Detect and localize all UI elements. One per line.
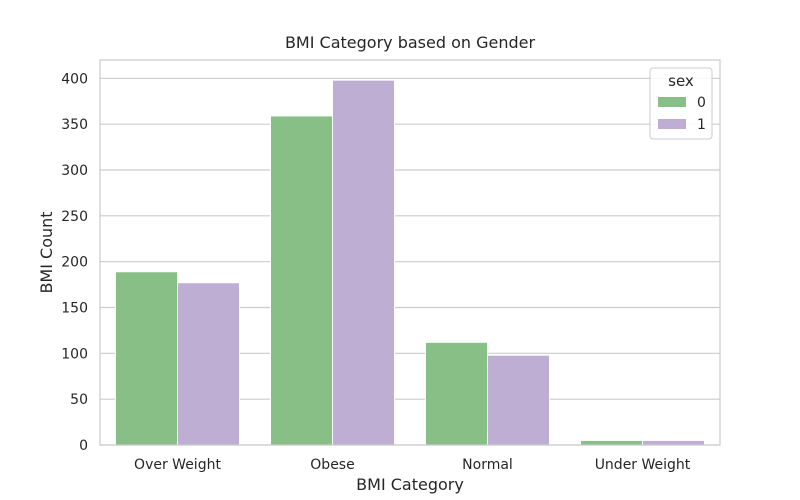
chart-title: BMI Category based on Gender xyxy=(285,33,536,52)
x-tick-label: Normal xyxy=(462,457,513,473)
y-tick-label: 150 xyxy=(61,301,88,317)
y-tick-label: 400 xyxy=(61,71,88,87)
legend-title: sex xyxy=(668,72,694,90)
y-tick-label: 200 xyxy=(61,255,88,271)
legend-label-0: 0 xyxy=(697,95,706,111)
x-tick-label: Over Weight xyxy=(134,457,221,473)
bar-normal-sex-1 xyxy=(487,354,550,446)
y-tick-label: 300 xyxy=(61,163,88,179)
x-tick-label: Obese xyxy=(310,457,354,473)
x-tick-label: Under Weight xyxy=(595,457,691,473)
y-tick-label: 250 xyxy=(61,209,88,225)
legend-swatch-0 xyxy=(658,97,686,107)
legend-swatch-1 xyxy=(658,119,686,129)
legend: sex 0 1 xyxy=(649,67,713,140)
plot-frame xyxy=(99,59,721,446)
y-tick-label: 350 xyxy=(61,117,88,133)
x-tick-labels: Over Weight Obese Normal Under Weight xyxy=(134,457,691,473)
bar-over-weight-sex-1 xyxy=(177,282,240,446)
y-tick-labels: 0 50 100 150 200 250 300 350 400 xyxy=(61,71,88,454)
bar-under-weight-sex-1 xyxy=(642,439,705,446)
x-axis-label: BMI Category xyxy=(356,475,464,494)
y-tick-label: 0 xyxy=(79,438,88,454)
bar-normal-sex-0 xyxy=(425,341,488,446)
bar-over-weight-sex-0 xyxy=(115,271,178,446)
legend-label-1: 1 xyxy=(697,117,706,133)
bar-obese-sex-0 xyxy=(270,115,333,446)
bars xyxy=(115,79,705,446)
y-tick-label: 50 xyxy=(70,392,88,408)
y-axis-label: BMI Count xyxy=(37,211,56,293)
bar-under-weight-sex-0 xyxy=(580,439,643,446)
bar-obese-sex-1 xyxy=(332,79,395,446)
y-tick-label: 100 xyxy=(61,346,88,362)
